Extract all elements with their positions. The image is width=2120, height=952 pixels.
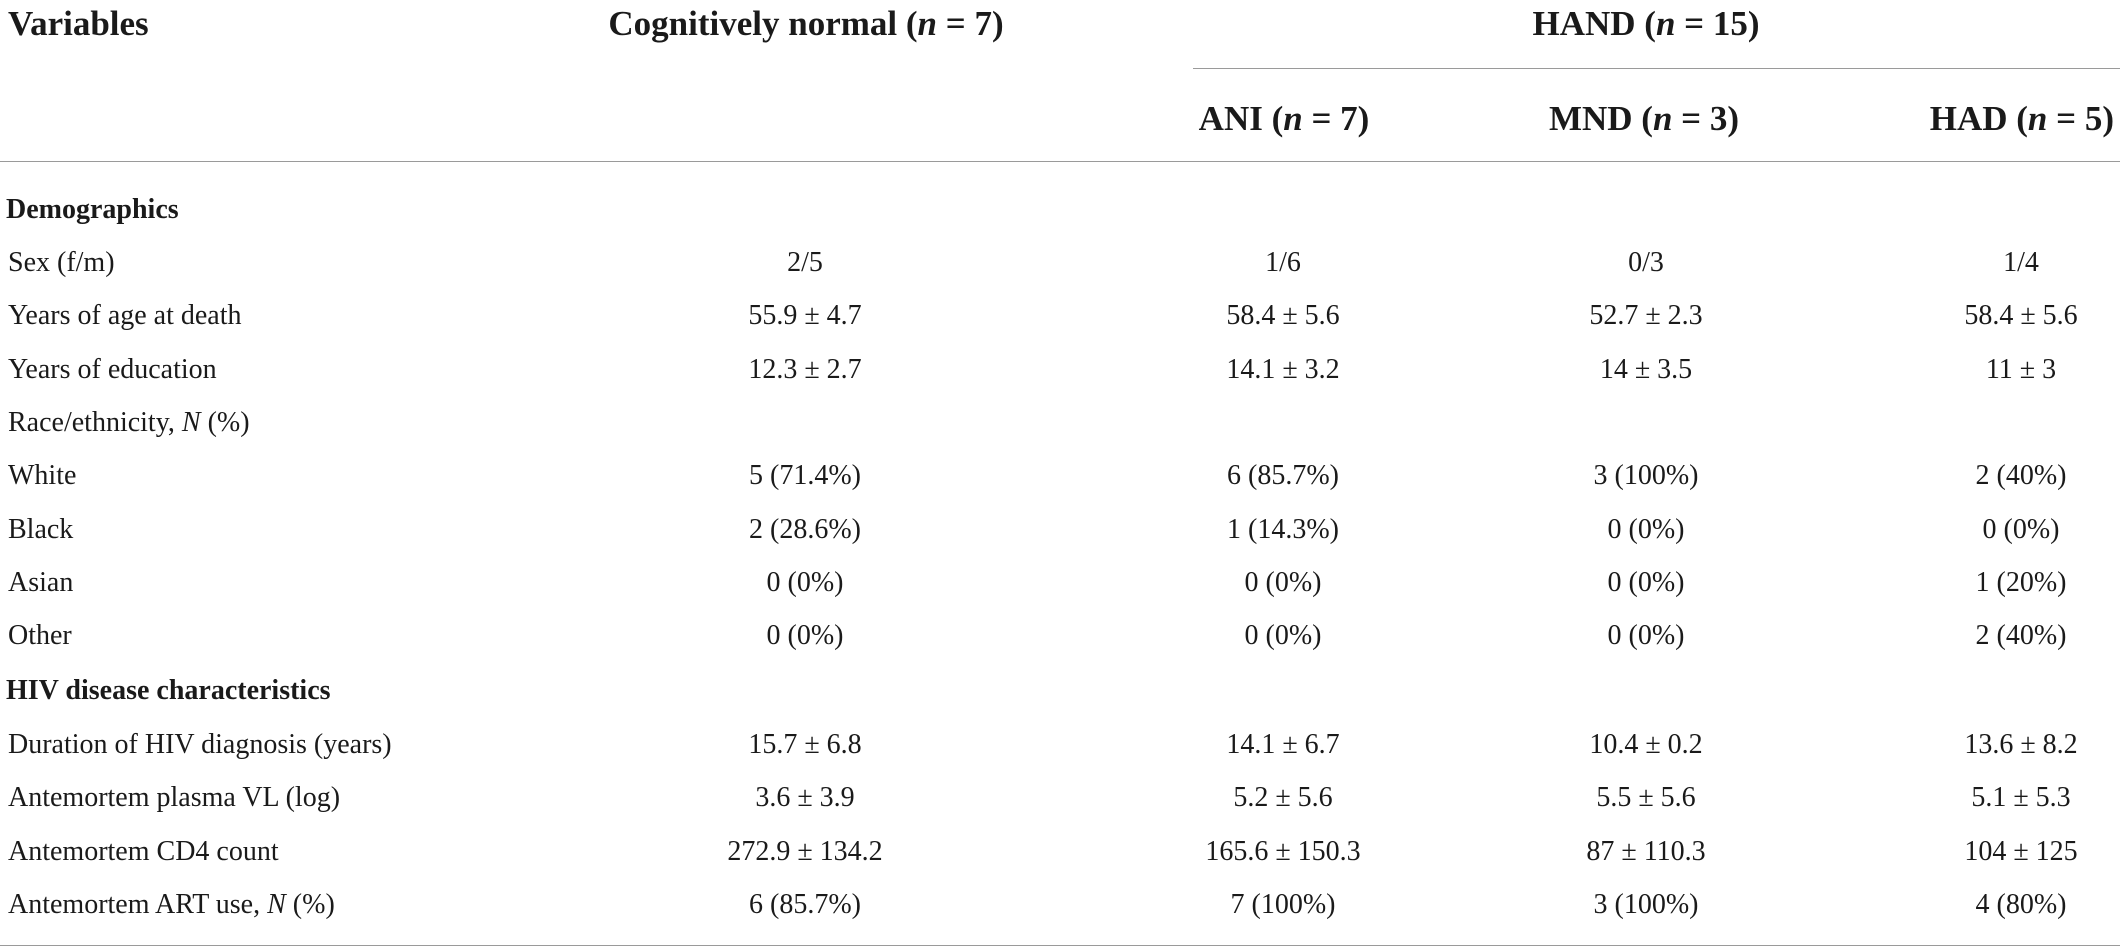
cell-ani: 7 (100%) <box>1230 889 1336 920</box>
row-label-text: White <box>8 460 77 491</box>
header-cn-text: Cognitively normal ( <box>608 4 918 43</box>
cell-had: 1 (20%) <box>1975 567 2067 598</box>
header-hand-val: = 15) <box>1675 4 1760 43</box>
cell-ani: 58.4 ± 5.6 <box>1226 300 1340 331</box>
cell-ani: 6 (85.7%) <box>1227 460 1339 491</box>
cell-cn: 12.3 ± 2.7 <box>748 354 862 385</box>
row-label-text: Antemortem CD4 count <box>8 836 279 867</box>
cell-mnd: 0/3 <box>1628 247 1664 278</box>
row-label-italic: N <box>267 889 286 920</box>
cell-mnd: 0 (0%) <box>1607 567 1685 598</box>
cell-cn: 55.9 ± 4.7 <box>748 300 862 331</box>
row-label: Antemortem plasma VL (log) <box>8 784 340 812</box>
row-label-text: Other <box>8 620 72 651</box>
cell-ani: 0 (0%) <box>1244 567 1322 598</box>
cell-had: 104 ± 125 <box>1964 836 2078 867</box>
section-demographics: Demographics <box>6 194 179 225</box>
cell-cn: 0 (0%) <box>766 567 844 598</box>
row-label-text: Antemortem ART use, <box>8 889 268 920</box>
cell-cn: 6 (85.7%) <box>749 889 861 920</box>
section-hiv-characteristics: HIV disease characteristics <box>6 675 331 706</box>
row-label: Years of age at death <box>8 302 242 330</box>
header-had: HAD (n = 5) <box>1714 101 2114 136</box>
cell-mnd: 52.7 ± 2.3 <box>1589 300 1703 331</box>
row-label: Asian <box>8 569 73 597</box>
row-label-suffix: (%) <box>200 407 250 438</box>
header-hand-n: n <box>1655 4 1676 43</box>
header-variables: Variables <box>8 4 149 43</box>
row-label: Black <box>8 516 73 544</box>
hand-spanner-rule <box>1193 68 2120 69</box>
header-cn-val: = 7) <box>937 4 1004 43</box>
cell-had: 5.1 ± 5.3 <box>1971 782 2071 813</box>
cell-cn: 3.6 ± 3.9 <box>755 782 855 813</box>
cell-had: 11 ± 3 <box>1985 354 2057 385</box>
row-label-text: Sex (f/m) <box>8 247 115 278</box>
header-had-val: = 5) <box>2047 99 2114 138</box>
cell-mnd: 5.5 ± 5.6 <box>1596 782 1696 813</box>
cell-had: 4 (80%) <box>1975 889 2067 920</box>
cell-had: 0 (0%) <box>1982 514 2060 545</box>
header-cognitively-normal: Cognitively normal (n = 7) <box>506 6 1106 41</box>
row-label: Sex (f/m) <box>8 249 115 277</box>
header-hand-text: HAND ( <box>1532 4 1656 43</box>
row-label-text: Years of age at death <box>8 300 242 331</box>
cell-ani: 1/6 <box>1265 247 1301 278</box>
row-label: Other <box>8 622 72 650</box>
cell-mnd: 3 (100%) <box>1593 889 1699 920</box>
cell-had: 58.4 ± 5.6 <box>1964 300 2078 331</box>
header-mnd-n: n <box>1652 99 1673 138</box>
cell-cn: 2/5 <box>787 247 823 278</box>
header-had-n: n <box>2027 99 2048 138</box>
header-bottom-rule <box>0 161 2120 162</box>
cell-mnd: 10.4 ± 0.2 <box>1589 729 1703 760</box>
row-label-suffix: (%) <box>285 889 335 920</box>
cell-ani: 14.1 ± 3.2 <box>1226 354 1340 385</box>
cell-mnd: 0 (0%) <box>1607 514 1685 545</box>
row-label: Years of education <box>8 356 217 384</box>
row-label-text: Duration of HIV diagnosis (years) <box>8 729 392 760</box>
table-bottom-rule <box>0 945 2120 946</box>
cell-cn: 0 (0%) <box>766 620 844 651</box>
row-label-italic: N <box>181 407 201 438</box>
cell-ani: 14.1 ± 6.7 <box>1226 729 1340 760</box>
cell-mnd: 0 (0%) <box>1607 620 1685 651</box>
header-had-text: HAD ( <box>1929 99 2028 138</box>
cell-mnd: 3 (100%) <box>1593 460 1699 491</box>
cell-mnd: 87 ± 110.3 <box>1586 836 1706 867</box>
row-label: Race/ethnicity, N (%) <box>8 409 250 437</box>
cell-had: 13.6 ± 8.2 <box>1964 729 2078 760</box>
row-label-text: Antemortem plasma VL (log) <box>8 782 341 813</box>
row-label-text: Asian <box>8 567 74 598</box>
header-ani-text: ANI ( <box>1198 99 1284 138</box>
header-ani-n: n <box>1283 99 1303 138</box>
cell-ani: 165.6 ± 150.3 <box>1205 836 1361 867</box>
cell-ani: 5.2 ± 5.6 <box>1233 782 1333 813</box>
header-cn-n: n <box>917 4 937 43</box>
header-ani-val: = 7) <box>1302 99 1370 138</box>
row-label: Antemortem CD4 count <box>8 838 279 866</box>
header-mnd: MND (n = 3) <box>1344 101 1944 136</box>
cell-had: 1/4 <box>2003 247 2039 278</box>
header-ani: ANI (n = 7) <box>984 101 1584 136</box>
cell-mnd: 14 ± 3.5 <box>1599 354 1693 385</box>
cell-ani: 1 (14.3%) <box>1227 514 1339 545</box>
row-label: White <box>8 462 76 490</box>
row-label-text: Years of education <box>8 354 217 385</box>
cell-had: 2 (40%) <box>1975 460 2067 491</box>
cell-cn: 5 (71.4%) <box>749 460 861 491</box>
header-mnd-text: MND ( <box>1548 99 1653 138</box>
row-label: Antemortem ART use, N (%) <box>8 891 335 919</box>
cell-cn: 2 (28.6%) <box>749 514 861 545</box>
row-label-text: Race/ethnicity, <box>8 407 182 438</box>
cell-cn: 15.7 ± 6.8 <box>748 729 862 760</box>
cell-cn: 272.9 ± 134.2 <box>727 836 883 867</box>
cell-had: 2 (40%) <box>1975 620 2067 651</box>
header-mnd-val: = 3) <box>1672 99 1740 138</box>
row-label-text: Black <box>8 514 74 545</box>
cell-ani: 0 (0%) <box>1244 620 1322 651</box>
header-hand: HAND (n = 15) <box>1346 6 1946 41</box>
row-label: Duration of HIV diagnosis (years) <box>8 731 392 759</box>
